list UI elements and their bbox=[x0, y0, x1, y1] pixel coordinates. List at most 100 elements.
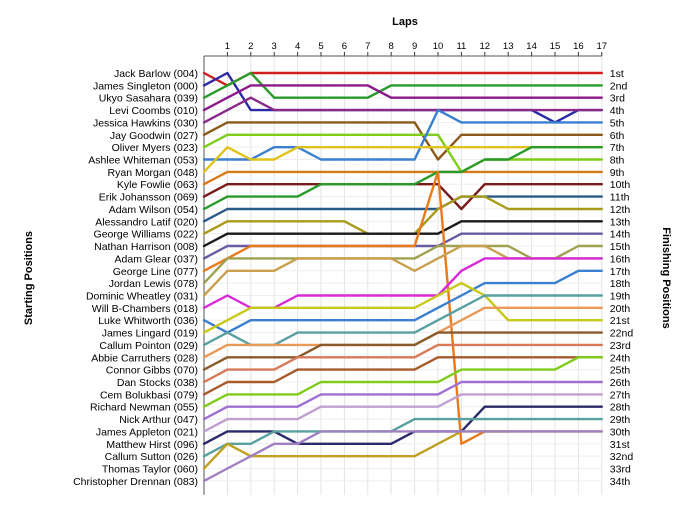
series-line-28 bbox=[202, 356, 603, 408]
starting-label: Abbie Carruthers (028) bbox=[91, 352, 198, 364]
series-line-15 bbox=[202, 220, 603, 248]
finishing-label: 32nd bbox=[610, 451, 634, 463]
series-lines bbox=[202, 71, 603, 483]
finishing-label: 16th bbox=[610, 253, 631, 265]
starting-label: Adam Glear (037) bbox=[115, 253, 198, 265]
finishing-label: 28th bbox=[610, 402, 631, 414]
x-tick-label: 16 bbox=[573, 41, 584, 52]
starting-label: Nick Arthur (047) bbox=[119, 414, 198, 426]
x-tick-label: 17 bbox=[597, 41, 608, 52]
finishing-label: 12th bbox=[610, 204, 631, 216]
finishing-label: 15th bbox=[610, 241, 631, 253]
starting-label: Kyle Fowlie (063) bbox=[117, 179, 198, 191]
series-line-13 bbox=[202, 195, 603, 223]
series-line-26 bbox=[202, 343, 603, 384]
x-tick-label: 5 bbox=[318, 41, 323, 52]
right-axis-title: Finishing Positions bbox=[660, 227, 672, 328]
series-line-34 bbox=[202, 430, 603, 483]
series-line-8 bbox=[202, 108, 603, 161]
starting-labels: Jack Barlow (004)James Singleton (000)Uk… bbox=[73, 68, 198, 488]
finishing-label: 10th bbox=[610, 179, 631, 191]
starting-label: James Singleton (000) bbox=[93, 80, 198, 92]
starting-label: George Line (077) bbox=[113, 266, 198, 278]
left-axis-title: Starting Positions bbox=[23, 231, 35, 325]
x-tick-label: 2 bbox=[248, 41, 253, 52]
starting-label: Matthew Hirst (096) bbox=[106, 439, 198, 451]
series-line-4 bbox=[202, 84, 603, 112]
x-tick-label: 6 bbox=[342, 41, 347, 52]
finishing-label: 5th bbox=[610, 117, 625, 129]
series-line-10 bbox=[202, 170, 603, 186]
finishing-label: 21st bbox=[610, 315, 630, 327]
x-tick-label: 10 bbox=[433, 41, 444, 52]
x-tick-label: 13 bbox=[503, 41, 514, 52]
series-line-5 bbox=[202, 96, 603, 124]
starting-label: Jessica Hawkins (030) bbox=[93, 117, 198, 129]
starting-label: Cem Bolukbasi (079) bbox=[100, 389, 198, 401]
starting-label: Jack Barlow (004) bbox=[114, 68, 198, 80]
x-tick-label: 9 bbox=[412, 41, 417, 52]
series-line-17 bbox=[202, 170, 510, 445]
series-line-21 bbox=[202, 269, 603, 334]
finishing-labels: 1st2nd3rd4th5th6th7th8th9th10th11th12th1… bbox=[610, 68, 634, 488]
finishing-label: 20th bbox=[610, 303, 631, 315]
finishing-label: 14th bbox=[610, 229, 631, 241]
x-tick-label: 14 bbox=[526, 41, 537, 52]
finishing-label: 29th bbox=[610, 414, 631, 426]
starting-label: Jay Goodwin (027) bbox=[110, 130, 198, 142]
x-ticks: 1 2 3 4 5 6 7 8 9 10 11 12 13 14 15 16 17 bbox=[225, 41, 607, 56]
series-line-1 bbox=[202, 71, 603, 87]
series-line-14 bbox=[202, 195, 603, 235]
finishing-label: 30th bbox=[610, 426, 631, 438]
series-line-12 bbox=[202, 146, 603, 211]
series-line-32 bbox=[202, 417, 603, 458]
finishing-label: 19th bbox=[610, 290, 631, 302]
starting-label: Richard Newman (055) bbox=[90, 402, 198, 414]
x-tick-label: 4 bbox=[295, 41, 300, 52]
starting-label: Erik Johansson (069) bbox=[99, 192, 198, 204]
x-tick-label: 7 bbox=[365, 41, 370, 52]
starting-label: Will B-Chambers (018) bbox=[92, 303, 198, 315]
series-line-6 bbox=[202, 121, 603, 161]
starting-label: Ukyo Sasahara (039) bbox=[99, 93, 198, 105]
starting-label: James Appleton (021) bbox=[96, 426, 198, 438]
series-line-25 bbox=[202, 331, 603, 371]
starting-label: Callum Sutton (026) bbox=[105, 451, 198, 463]
finishing-label: 18th bbox=[610, 278, 631, 290]
starting-label: Luke Whitworth (036) bbox=[98, 315, 198, 327]
finishing-label: 7th bbox=[610, 142, 625, 154]
starting-label: Connor Gibbs (070) bbox=[106, 365, 198, 377]
finishing-label: 23rd bbox=[610, 340, 631, 352]
starting-label: Dan Stocks (038) bbox=[117, 377, 198, 389]
starting-label: Dominic Wheatley (031) bbox=[86, 290, 198, 302]
finishing-label: 2nd bbox=[610, 80, 628, 92]
starting-label: Thomas Taylor (060) bbox=[102, 464, 198, 476]
finishing-label: 13th bbox=[610, 216, 631, 228]
starting-label: Callum Pointon (029) bbox=[99, 340, 198, 352]
x-tick-label: 15 bbox=[550, 41, 561, 52]
finishing-label: 22nd bbox=[610, 328, 634, 340]
series-line-29 bbox=[202, 380, 603, 421]
starting-label: George Williams (022) bbox=[94, 229, 198, 241]
finishing-label: 31st bbox=[610, 439, 630, 451]
starting-label: Christopher Drennan (083) bbox=[73, 476, 198, 488]
series-line-27 bbox=[202, 356, 603, 396]
series-line-3 bbox=[202, 71, 603, 99]
starting-label: Alessandro Latif (020) bbox=[95, 216, 198, 228]
starting-label: Ashlee Whiteman (053) bbox=[88, 155, 198, 167]
series-line-7 bbox=[202, 133, 603, 174]
finishing-label: 25th bbox=[610, 365, 631, 377]
starting-label: Ryan Morgan (048) bbox=[108, 167, 198, 179]
finishing-label: 11th bbox=[610, 192, 630, 204]
finishing-label: 8th bbox=[610, 155, 625, 167]
finishing-label: 3rd bbox=[610, 93, 625, 105]
starting-label: Nathan Harrison (008) bbox=[94, 241, 198, 253]
finishing-label: 4th bbox=[610, 105, 625, 117]
starting-label: Levi Coombs (010) bbox=[109, 105, 198, 117]
finishing-label: 6th bbox=[610, 130, 625, 142]
finishing-label: 9th bbox=[610, 167, 625, 179]
starting-label: James Lingard (019) bbox=[102, 328, 198, 340]
finishing-label: 27th bbox=[610, 389, 631, 401]
starting-label: Oliver Myers (023) bbox=[112, 142, 198, 154]
